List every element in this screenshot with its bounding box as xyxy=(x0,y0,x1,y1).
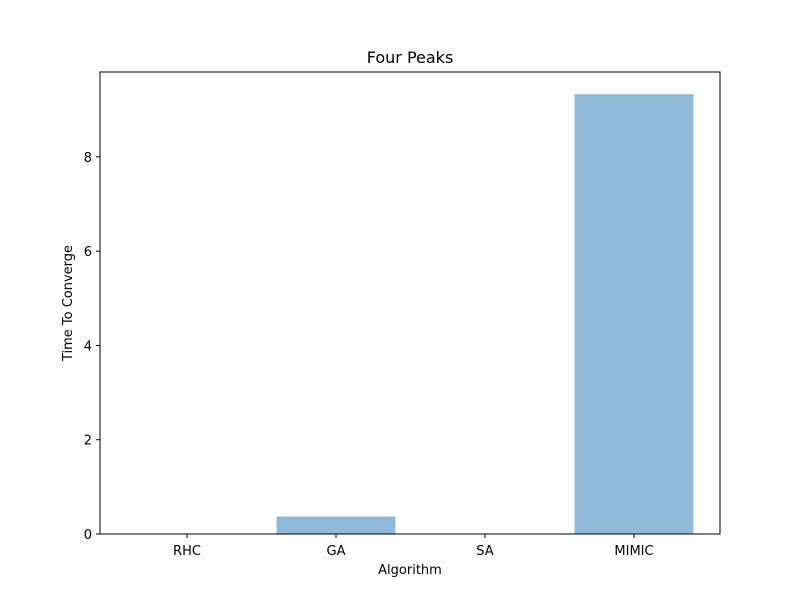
chart-title: Four Peaks xyxy=(367,48,454,67)
y-axis: 0 2 4 6 8 xyxy=(84,151,100,543)
x-tick-label: SA xyxy=(476,544,493,559)
x-axis-label: Algorithm xyxy=(378,563,442,578)
y-tick-label: 0 xyxy=(84,528,92,543)
plot-frame xyxy=(99,71,721,535)
bar-ga xyxy=(276,516,396,534)
y-tick-label: 4 xyxy=(84,339,92,354)
x-axis: RHC GA SA MIMIC xyxy=(173,534,654,559)
x-tick-label: GA xyxy=(327,544,346,559)
bar-mimic xyxy=(574,94,694,535)
bars-group xyxy=(127,94,694,535)
x-tick-label: MIMIC xyxy=(614,544,653,559)
y-tick-label: 8 xyxy=(84,151,92,166)
y-tick-label: 2 xyxy=(84,434,92,449)
y-axis-label: Time To Converge xyxy=(61,245,76,362)
x-tick-label: RHC xyxy=(173,544,201,559)
y-tick-label: 6 xyxy=(84,245,92,260)
